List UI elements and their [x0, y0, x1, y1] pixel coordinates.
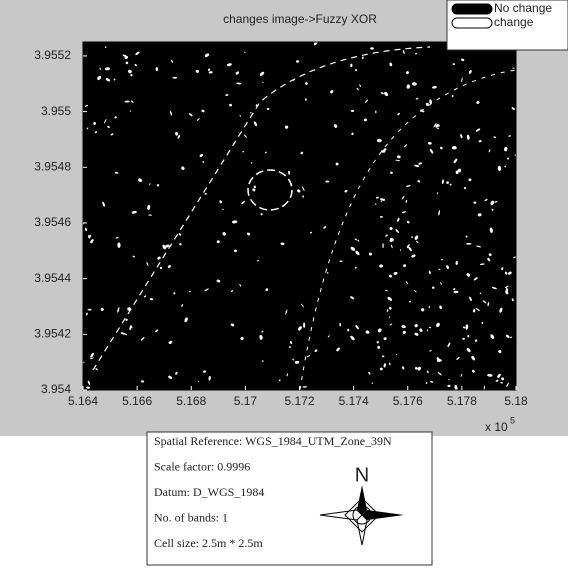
x-multiplier-exponent: 5	[510, 415, 515, 425]
north-label: N	[355, 464, 369, 486]
change-speck	[296, 60, 299, 62]
legend-swatch	[452, 4, 492, 14]
legend-label: change	[494, 15, 534, 29]
y-tick-label: 3.9548	[34, 159, 71, 173]
x-tick-label: 5.172	[284, 394, 314, 408]
x-tick-label: 5.18	[504, 394, 528, 408]
x-tick-label: 5.168	[176, 394, 206, 408]
x-tick-label: 5.166	[122, 394, 152, 408]
plot-area	[81, 40, 517, 390]
change-speck	[377, 346, 380, 349]
x-tick-label: 5.178	[447, 394, 477, 408]
y-tick-label: 3.9546	[34, 215, 71, 229]
x-tick-label: 5.17	[234, 394, 258, 408]
x-tick-label: 5.164	[68, 394, 98, 408]
info-line: Datum: D_WGS_1984	[154, 485, 264, 499]
y-tick-label: 3.9552	[34, 48, 71, 62]
y-tick-label: 3.955	[41, 104, 71, 118]
legend-label: No change	[494, 1, 552, 15]
chart-title: changes image->Fuzzy XOR	[223, 12, 377, 26]
info-line: Scale factor: 0.9996	[154, 459, 250, 473]
info-line: Spatial Reference: WGS_1984_UTM_Zone_39N	[154, 434, 392, 448]
y-tick-label: 3.954	[41, 382, 71, 396]
x-tick-label: 5.176	[393, 394, 423, 408]
info-line: Cell size: 2.5m * 2.5m	[154, 536, 263, 550]
y-tick-label: 3.9544	[34, 271, 71, 285]
y-tick-label: 3.9542	[34, 326, 71, 340]
figure: changes image->Fuzzy XOR N 5.164 5.166 5.1…	[0, 0, 568, 566]
x-tick-label: 5.174	[339, 394, 369, 408]
x-multiplier: x 10	[485, 420, 508, 434]
legend-swatch	[452, 18, 492, 28]
info-line: No. of bands: 1	[154, 510, 228, 524]
image-background	[83, 42, 516, 390]
